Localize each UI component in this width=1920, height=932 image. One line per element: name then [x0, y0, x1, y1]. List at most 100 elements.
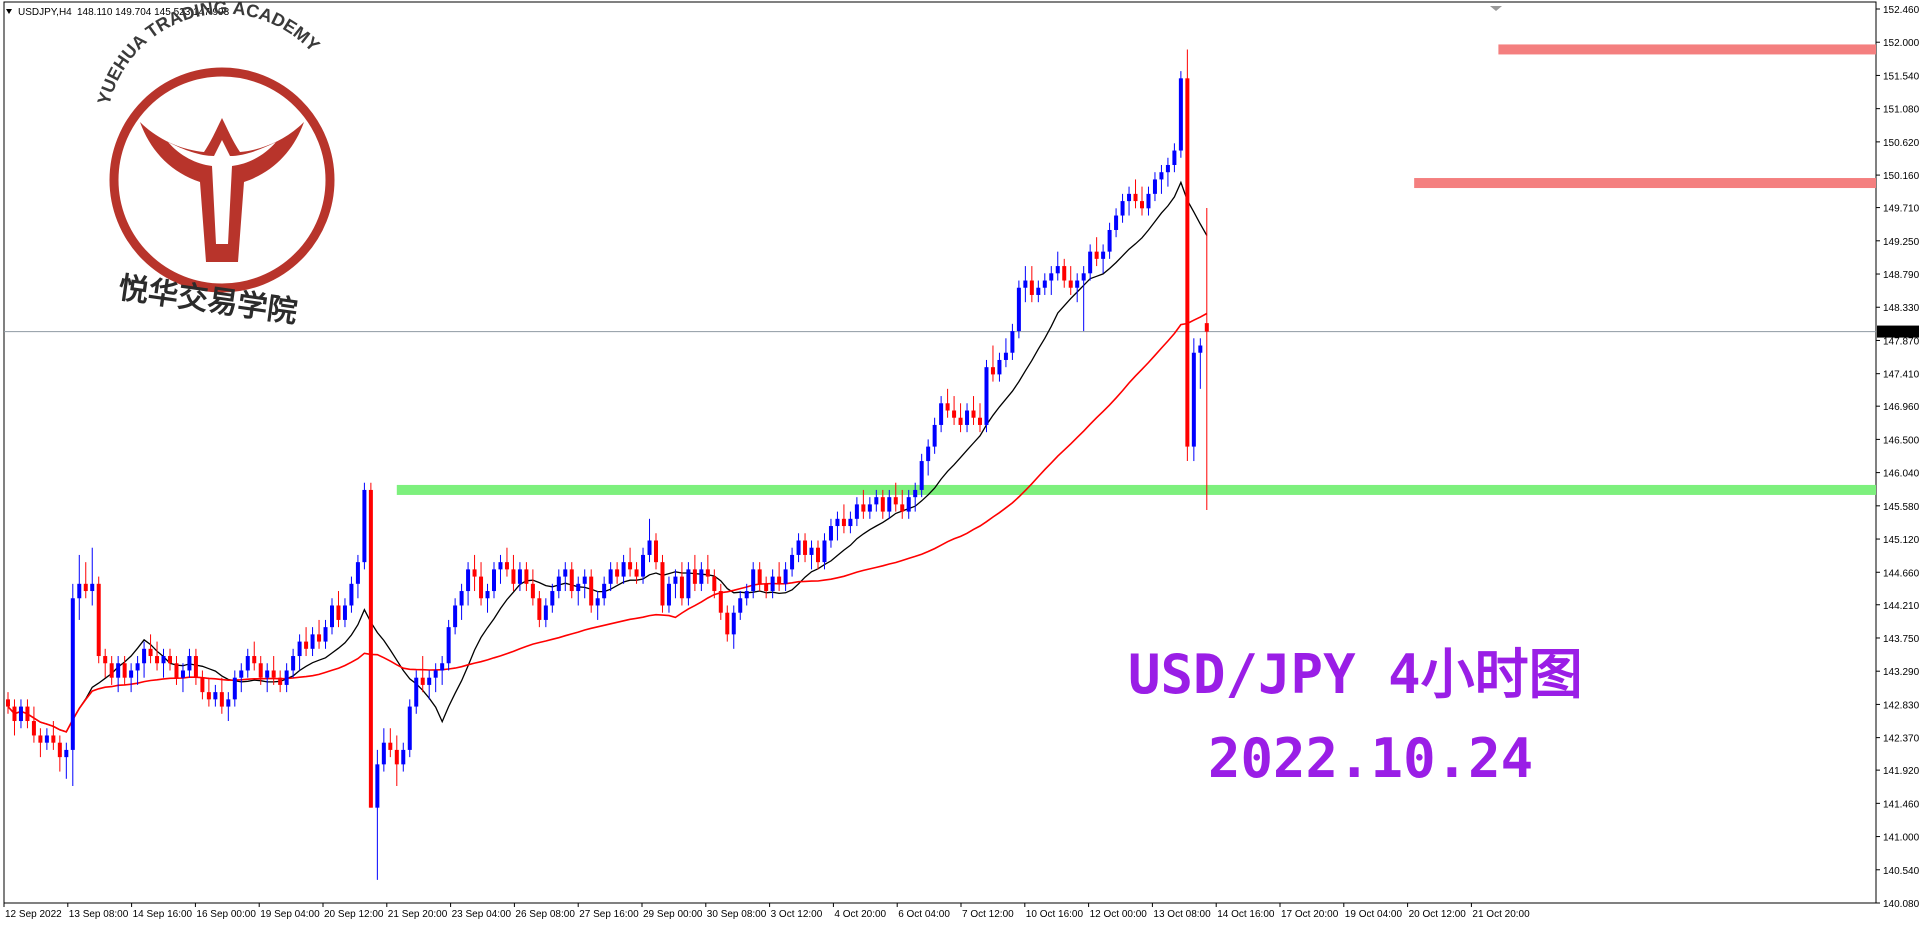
time-tick-label: 29 Sep 00:00: [643, 909, 703, 920]
candle-body: [569, 569, 574, 592]
price-tick-label: 151.080: [1883, 105, 1920, 116]
candle: [1185, 49, 1190, 462]
candle-body: [530, 583, 535, 599]
candle-body: [608, 569, 613, 584]
candle-body: [628, 562, 633, 570]
candle: [1075, 273, 1080, 303]
candle-body: [492, 569, 496, 592]
candle-body: [193, 656, 198, 678]
candle-body: [1146, 193, 1151, 209]
resistance-zone-1: [1414, 178, 1876, 189]
candle-body: [414, 677, 419, 707]
candle-body: [854, 504, 859, 519]
candle-body: [803, 540, 808, 555]
candle-body: [1029, 280, 1034, 295]
price-tick-label: 146.040: [1883, 469, 1920, 480]
current-price-tag: [1877, 325, 1919, 338]
candle-body: [336, 605, 341, 620]
candle-body: [582, 576, 587, 584]
candle: [913, 482, 918, 512]
candle-body: [945, 403, 950, 411]
candle-body: [718, 591, 723, 613]
candle-body: [939, 403, 944, 425]
candle-body: [355, 562, 360, 584]
candle-body: [796, 540, 801, 555]
logo-emblem-inner: [168, 140, 276, 244]
candles-layer: [6, 49, 1209, 880]
candle: [816, 540, 820, 570]
price-tick-label: 150.620: [1883, 138, 1920, 149]
candle: [945, 388, 950, 418]
candle-body: [1204, 323, 1209, 332]
candle-body: [1152, 179, 1157, 194]
candle-body: [200, 677, 205, 693]
price-axis: 152.460 152.000 151.540 151.080 150.620 150.1…: [1876, 5, 1920, 910]
candle: [381, 728, 386, 772]
candle-body: [375, 764, 380, 808]
candle-body: [692, 569, 697, 584]
candle-body: [1185, 78, 1190, 447]
candle-body: [18, 706, 23, 722]
candle: [245, 648, 250, 678]
candle-body: [213, 692, 218, 700]
candle-body: [168, 656, 172, 664]
candle-body: [504, 562, 509, 570]
logo: YUEHUA TRADING ACADEMY 悦华交易学院: [94, 0, 335, 330]
candle: [193, 648, 198, 685]
candle-body: [1016, 287, 1021, 332]
candle: [479, 562, 484, 606]
candle: [1152, 172, 1157, 202]
candle-body: [64, 749, 69, 758]
candle: [1036, 280, 1041, 303]
candle-body: [135, 663, 140, 671]
candle: [621, 554, 626, 584]
candle: [848, 511, 853, 534]
candle: [342, 598, 347, 628]
candle-body: [1120, 201, 1125, 216]
candle-body: [673, 576, 678, 584]
candle-body: [433, 670, 438, 678]
candle-body: [861, 504, 866, 512]
candle: [1198, 338, 1203, 389]
time-tick-label: 19 Sep 04:00: [260, 909, 320, 920]
candle: [790, 547, 795, 577]
candle-body: [1107, 229, 1112, 252]
candle: [388, 728, 393, 758]
time-tick-label: 4 Oct 20:00: [834, 909, 886, 920]
candle: [375, 749, 380, 880]
candle: [1088, 244, 1093, 281]
candle-body: [310, 634, 315, 649]
candle: [252, 641, 257, 671]
candle-body: [155, 656, 160, 664]
time-axis: 12 Sep 2022 13 Sep 08:00 14 Sep 16:00 16 Se…: [3, 903, 1530, 920]
candle: [1114, 208, 1119, 238]
candle: [634, 562, 639, 584]
candle: [783, 562, 788, 592]
candle-body: [232, 677, 237, 700]
price-tick-label: 148.790: [1883, 270, 1920, 281]
candle-body: [116, 663, 121, 678]
candle: [1191, 338, 1196, 462]
candle-body: [1133, 193, 1138, 202]
candle: [563, 562, 568, 592]
logo-ring: [109, 67, 335, 293]
time-tick-label: 20 Sep 12:00: [324, 909, 384, 920]
candle: [543, 598, 548, 628]
candle: [744, 583, 749, 606]
candle-body: [621, 562, 626, 577]
candle-body: [472, 569, 477, 577]
candle-body: [848, 518, 853, 527]
candle-body: [1101, 251, 1106, 259]
header-dropdown-icon[interactable]: [6, 9, 12, 14]
candle-body: [90, 583, 95, 592]
candle-body: [1068, 280, 1073, 288]
candle: [109, 656, 114, 685]
candle-body: [323, 627, 328, 642]
candle-body: [828, 526, 833, 541]
chart-shift-marker[interactable]: [1490, 6, 1502, 11]
candle: [239, 663, 244, 693]
candle: [427, 670, 432, 700]
candle-body: [297, 641, 302, 657]
candle: [317, 619, 322, 649]
